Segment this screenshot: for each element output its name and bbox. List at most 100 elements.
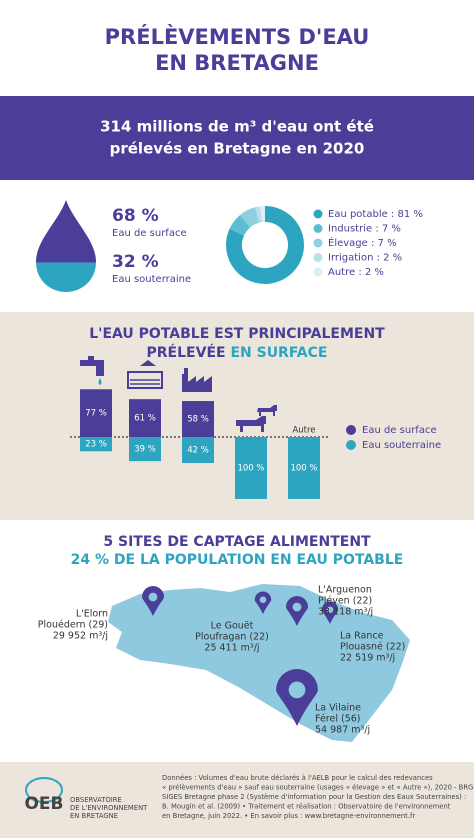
bar-surface — [182, 401, 214, 437]
drop-icon — [98, 378, 102, 385]
field-icon — [130, 379, 160, 385]
legend: Eau de surface Eau souterraine — [346, 425, 441, 451]
section-title: PRÉLEVÉE EN SURFACE — [147, 344, 328, 361]
title-part: EN SURFACE — [230, 345, 327, 361]
value-label: 100 % — [237, 464, 264, 474]
tap-icon — [80, 360, 104, 366]
legend-swatch — [313, 253, 323, 262]
pin-hole — [326, 606, 334, 614]
legend-label: Industrie : 7 % — [328, 224, 401, 235]
cow-icon — [236, 416, 266, 432]
site-label: Le Gouët — [211, 621, 254, 632]
org-name: OBSERVATOIRE — [70, 796, 122, 804]
value-label: 39 % — [134, 445, 156, 455]
banner — [0, 96, 474, 180]
site-label: Pléven (22) — [318, 596, 372, 607]
legend-swatch — [313, 267, 323, 277]
source-line: « prélèvements d'eau » sauf eau souterra… — [162, 784, 474, 792]
section-title: L'EAU POTABLE EST PRINCIPALEMENT — [89, 326, 385, 342]
bar-underground — [182, 437, 214, 464]
logo: OEB — [24, 794, 63, 814]
title: PRÉLÈVEMENTS D'EAU — [105, 24, 370, 49]
legend-swatch — [313, 238, 323, 248]
legend-swatch — [313, 224, 323, 233]
donut-segment — [229, 215, 251, 236]
legend-label: Irrigation : 2 % — [328, 253, 402, 264]
donut-segment — [255, 206, 263, 223]
underground-label: Eau souterraine — [112, 274, 191, 285]
value-label: 58 % — [187, 415, 209, 425]
legend-label: Élevage : 7 % — [328, 236, 397, 249]
site-label: 25 411 m³/j — [204, 643, 259, 654]
underground-pct: 32 % — [112, 252, 159, 272]
site-label: Ploufragan (22) — [195, 632, 269, 643]
surface-pct: 68 % — [112, 206, 159, 226]
donut-segment — [226, 206, 304, 284]
value-label: 61 % — [134, 414, 156, 424]
site-label: 29 952 m³/j — [53, 631, 108, 642]
bar-surface — [129, 399, 161, 437]
source-line: en Bretagne, juin 2022. • En savoir plus… — [162, 812, 415, 820]
site-label: La Vilaine — [315, 703, 361, 714]
legend-swatch — [346, 440, 356, 450]
title: EN BRETAGNE — [155, 51, 319, 75]
site-label: Plouédern (29) — [38, 620, 108, 631]
banner-text: prélevés en Bretagne en 2020 — [110, 140, 365, 158]
org-name: EN BRETAGNE — [70, 812, 118, 820]
value-label: 23 % — [85, 440, 107, 450]
factory-icon — [182, 374, 212, 392]
bar-underground — [80, 437, 112, 452]
legend-label: Eau potable : 81 % — [328, 209, 423, 220]
field-icon — [140, 360, 156, 366]
site-label: 54 987 m³/j — [315, 725, 370, 736]
source-line: SIGES Bretagne phase 2 (Système d'inform… — [162, 793, 466, 801]
value-label: 42 % — [187, 446, 209, 456]
banner-text: 314 millions de m³ d'eau ont été — [100, 118, 374, 136]
tap-icon — [96, 366, 104, 376]
value-label: 77 % — [85, 409, 107, 419]
map-brittany — [108, 584, 410, 742]
source-line: Données : Volumes d'eau brute déclarés à… — [162, 774, 433, 782]
pin-hole — [292, 602, 302, 612]
legend-label: Eau de surface — [362, 425, 437, 436]
pin-hole — [148, 592, 158, 602]
source: Données : Volumes d'eau brute déclarés à… — [162, 774, 474, 820]
site-label: 33 118 m³/j — [318, 607, 373, 618]
bar-surface — [80, 389, 112, 437]
org-name: DE L'ENVIRONNEMENT — [70, 804, 148, 812]
legend: Eau potable : 81 % Industrie : 7 %Élevage… — [313, 209, 423, 278]
source-line: B. Mougin et al. (2009) • Traitement et … — [162, 803, 451, 811]
donut — [226, 205, 304, 284]
donut-segment — [239, 207, 260, 228]
legend-swatch — [346, 425, 356, 435]
category-label: Autre — [292, 426, 315, 436]
bar-underground — [288, 437, 320, 499]
site-label: L'Elorn — [76, 609, 108, 620]
title-part: PRÉLEVÉE — [147, 344, 226, 361]
bar-chart: 77 % 23 % 61 % 39 % 58 % 42 % 100 % 100 % Autre — [80, 389, 320, 499]
footer-bg — [0, 762, 474, 838]
site-label: 22 519 m³/j — [340, 653, 395, 664]
logo-mark — [25, 777, 63, 803]
surface-label: Eau de surface — [112, 228, 187, 239]
legend-label: Autre : 2 % — [328, 267, 384, 278]
field-icon — [127, 371, 163, 389]
cow-icon — [257, 405, 277, 416]
tap-icon — [88, 356, 94, 360]
value-label: 100 % — [290, 464, 317, 474]
pin-hole — [259, 596, 267, 604]
bar-underground — [129, 437, 161, 462]
section-title: 5 SITES DE CAPTAGE ALIMENTENT — [103, 534, 371, 550]
section-title: 24 % DE LA POPULATION EN EAU POTABLE — [71, 552, 404, 568]
legend-label: Eau souterraine — [362, 440, 441, 451]
factory-icon — [184, 368, 188, 374]
bar-underground — [235, 437, 267, 499]
site-label: Plouasné (22) — [340, 642, 405, 653]
site-label: La Rance — [340, 631, 384, 642]
legend-swatch — [313, 209, 323, 219]
site-label: L'Arguenon — [318, 585, 372, 596]
site-label: Férel (56) — [315, 714, 361, 725]
pin-hole — [288, 681, 306, 699]
